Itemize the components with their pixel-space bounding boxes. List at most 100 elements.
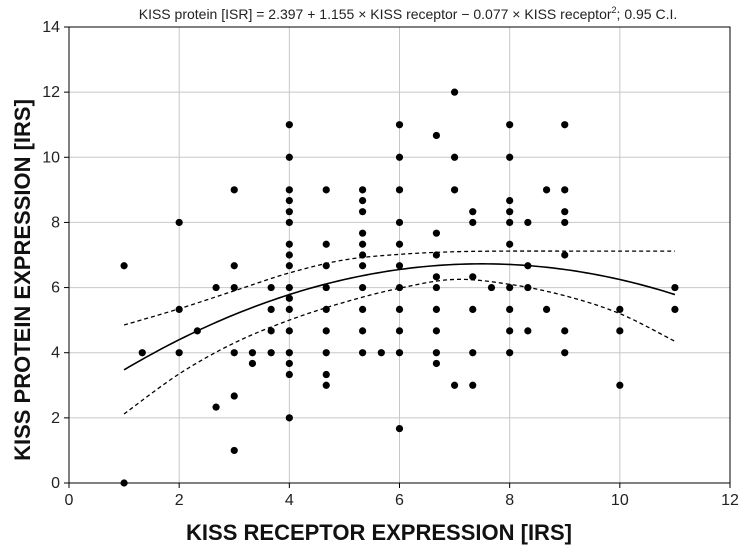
- scatter-point: [322, 262, 330, 270]
- scatter-point: [285, 121, 293, 129]
- scatter-point: [230, 446, 238, 455]
- y-tick-label: 4: [51, 345, 60, 362]
- scatter-point: [450, 186, 459, 194]
- y-tick-label: 6: [51, 280, 60, 297]
- x-tick-label: 4: [285, 492, 294, 509]
- scatter-point: [524, 218, 532, 227]
- scatter-point: [432, 327, 441, 335]
- scatter-point: [450, 88, 459, 96]
- scatter-point: [248, 359, 257, 368]
- data-points: [120, 88, 679, 487]
- scatter-point: [395, 283, 404, 292]
- scatter-point: [358, 305, 367, 313]
- scatter-point: [322, 283, 330, 292]
- scatter-point: [561, 218, 569, 227]
- y-axis-ticks: 0 2 4 6 8 10 12 14: [42, 19, 69, 492]
- scatter-point: [230, 262, 238, 270]
- scatter-point: [561, 208, 569, 216]
- scatter-point: [616, 327, 624, 335]
- scatter-point: [285, 218, 293, 227]
- y-tick-label: 8: [51, 214, 60, 231]
- scatter-point: [285, 349, 293, 357]
- scatter-point: [358, 240, 367, 248]
- scatter-point: [506, 197, 514, 205]
- scatter-point: [432, 251, 441, 259]
- y-tick-label: 10: [42, 149, 60, 166]
- scatter-point: [230, 392, 238, 400]
- x-tick-label: 0: [65, 492, 74, 509]
- x-tick-label: 12: [721, 492, 739, 509]
- scatter-point: [432, 273, 441, 281]
- scatter-point: [432, 349, 441, 357]
- scatter-point: [506, 305, 514, 313]
- scatter-point: [450, 153, 459, 161]
- scatter-point: [395, 153, 404, 161]
- scatter-point: [285, 197, 293, 205]
- scatter-point: [469, 273, 477, 281]
- scatter-point: [524, 283, 532, 292]
- scatter-point: [395, 240, 404, 248]
- scatter-point: [322, 240, 330, 248]
- scatter-point: [506, 283, 514, 292]
- scatter-point: [230, 283, 238, 292]
- scatter-point: [358, 186, 367, 194]
- scatter-point: [616, 305, 624, 313]
- x-axis-title: KISS RECEPTOR EXPRESSION [IRS]: [186, 520, 572, 545]
- scatter-point: [542, 186, 551, 194]
- chart-title-superscript: 2: [612, 5, 617, 15]
- scatter-point: [267, 283, 275, 292]
- scatter-point: [469, 305, 477, 313]
- chart-title-main: KISS protein [ISR] = 2.397 + 1.155 × KIS…: [139, 6, 612, 22]
- scatter-point: [358, 262, 367, 270]
- scatter-point: [230, 186, 238, 194]
- scatter-point: [506, 240, 514, 248]
- scatter-point: [395, 349, 404, 357]
- scatter-point: [230, 349, 238, 357]
- scatter-point: [506, 349, 514, 357]
- fit-curves: [123, 250, 676, 415]
- scatter-point: [524, 327, 532, 335]
- scatter-point: [175, 218, 183, 227]
- y-tick-label: 2: [51, 410, 60, 427]
- scatter-point: [285, 208, 293, 216]
- scatter-point: [285, 283, 293, 292]
- scatter-point: [377, 349, 385, 357]
- scatter-point: [285, 186, 293, 194]
- scatter-point: [450, 381, 459, 389]
- y-axis-title: KISS PROTEIN EXPRESSION [IRS]: [10, 99, 35, 461]
- scatter-point: [138, 349, 146, 357]
- scatter-point: [358, 327, 367, 335]
- scatter-point: [671, 305, 679, 313]
- scatter-point: [267, 349, 275, 357]
- x-tick-label: 2: [175, 492, 184, 509]
- x-axis-ticks: 0 2 4 6 8 10 12: [65, 483, 739, 509]
- scatter-point: [285, 327, 293, 335]
- scatter-point: [193, 327, 201, 335]
- scatter-point: [395, 425, 404, 433]
- scatter-point: [469, 349, 477, 357]
- scatter-point: [561, 327, 569, 335]
- scatter-point: [212, 403, 220, 411]
- scatter-point: [322, 186, 330, 194]
- scatter-point: [267, 327, 275, 335]
- scatter-point: [358, 349, 367, 357]
- scatter-point: [469, 208, 477, 216]
- chart-title: KISS protein [ISR] = 2.397 + 1.155 × KIS…: [139, 5, 678, 22]
- ci-upper-curve: [123, 250, 675, 326]
- scatter-point: [175, 349, 183, 357]
- scatter-point: [120, 262, 128, 270]
- scatter-point: [285, 370, 293, 379]
- scatter-point: [432, 229, 441, 237]
- x-tick-label: 10: [611, 492, 629, 509]
- scatter-point: [506, 208, 514, 216]
- scatter-point: [322, 370, 330, 379]
- regression-curve: [123, 263, 676, 371]
- scatter-point: [561, 186, 569, 194]
- x-tick-label: 8: [505, 492, 514, 509]
- scatter-point: [616, 381, 624, 389]
- scatter-point: [671, 283, 679, 292]
- scatter-point: [285, 305, 293, 313]
- scatter-point: [506, 121, 514, 129]
